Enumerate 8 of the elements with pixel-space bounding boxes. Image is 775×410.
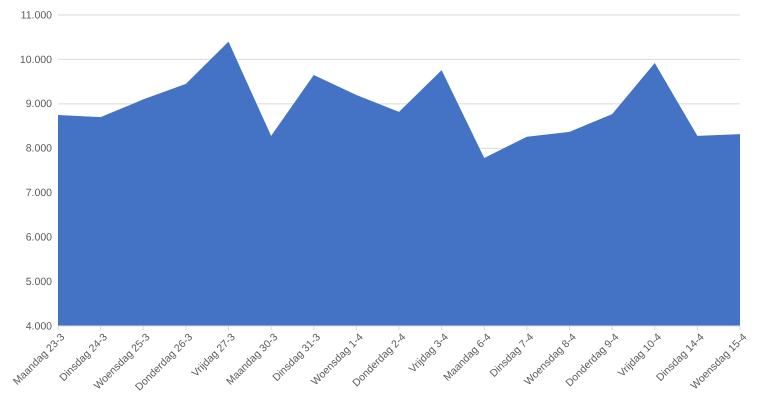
y-tick-label: 11.000 (20, 9, 52, 22)
y-tick-label: 8.000 (26, 142, 52, 155)
y-tick-label: 7.000 (26, 187, 52, 200)
y-tick-label: 6.000 (26, 232, 52, 244)
y-tick-label: 4.000 (26, 320, 52, 332)
y-tick-label: 5.000 (26, 276, 52, 288)
y-tick-label: 10.000 (20, 54, 52, 66)
y-tick-label: 9.000 (26, 98, 52, 110)
